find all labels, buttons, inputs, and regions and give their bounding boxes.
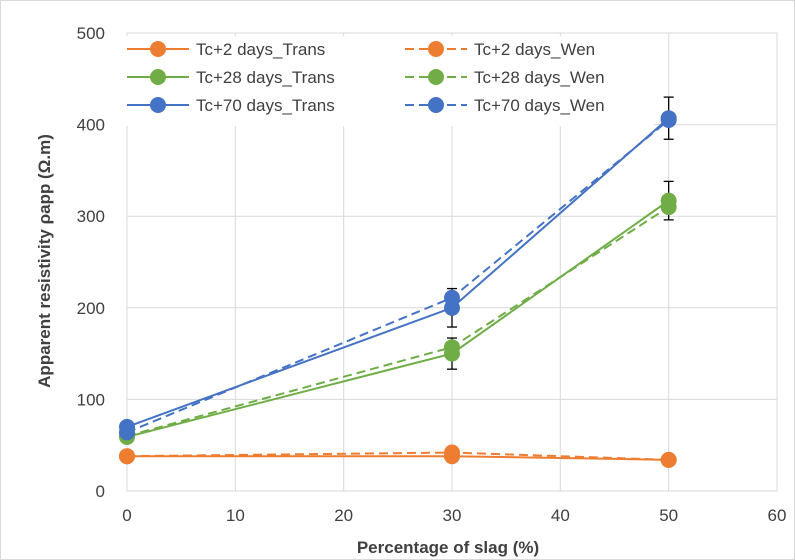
legend-marker bbox=[150, 41, 166, 57]
legend-label: Tc+2 days_Trans bbox=[196, 40, 325, 59]
data-point bbox=[660, 199, 677, 216]
legend-item: Tc+2 days_Trans bbox=[127, 40, 325, 59]
data-point bbox=[660, 112, 677, 129]
series-3 bbox=[119, 199, 677, 445]
y-tick-label: 500 bbox=[77, 24, 105, 43]
x-tick-label: 20 bbox=[334, 506, 353, 525]
legend: Tc+2 days_Trans Tc+2 days_Wen Tc+28 days_T… bbox=[114, 36, 654, 126]
x-tick-label: 30 bbox=[443, 506, 462, 525]
series-group bbox=[119, 96, 677, 468]
legend-label: Tc+2 days_Wen bbox=[474, 40, 595, 59]
x-tick-label: 0 bbox=[122, 506, 131, 525]
legend-label: Tc+70 days_Trans bbox=[196, 96, 335, 115]
tick-labels: 0 100 200 300 400 500 0 10 20 30 40 50 60 bbox=[77, 24, 787, 525]
data-point bbox=[119, 424, 135, 441]
legend-marker bbox=[150, 97, 166, 113]
legend-marker bbox=[428, 97, 444, 113]
y-tick-label: 300 bbox=[77, 207, 105, 226]
data-point bbox=[444, 444, 460, 461]
data-point bbox=[119, 448, 135, 465]
legend-item: Tc+70 days_Trans bbox=[127, 96, 335, 115]
legend-label: Tc+28 days_Wen bbox=[474, 68, 605, 87]
legend-marker bbox=[428, 41, 444, 57]
x-tick-label: 50 bbox=[659, 506, 678, 525]
legend-item: Tc+28 days_Trans bbox=[127, 68, 335, 87]
legend-marker bbox=[428, 69, 444, 85]
x-tick-label: 60 bbox=[768, 506, 787, 525]
legend-marker bbox=[150, 69, 166, 85]
data-point bbox=[444, 289, 460, 306]
series-1 bbox=[119, 444, 677, 468]
y-tick-label: 100 bbox=[77, 390, 105, 409]
legend-label: Tc+70 days_Wen bbox=[474, 96, 605, 115]
x-axis-title: Percentage of slag (%) bbox=[357, 538, 539, 557]
data-point bbox=[444, 339, 460, 356]
y-tick-label: 0 bbox=[96, 482, 105, 501]
x-tick-label: 40 bbox=[551, 506, 570, 525]
series-5 bbox=[119, 112, 677, 441]
legend-item: Tc+28 days_Wen bbox=[405, 68, 605, 87]
legend-background bbox=[114, 36, 654, 126]
legend-item: Tc+70 days_Wen bbox=[405, 96, 605, 115]
y-tick-label: 400 bbox=[77, 116, 105, 135]
legend-label: Tc+28 days_Trans bbox=[196, 68, 335, 87]
data-point bbox=[660, 451, 677, 468]
x-tick-label: 10 bbox=[226, 506, 245, 525]
y-tick-label: 200 bbox=[77, 299, 105, 318]
legend-item: Tc+2 days_Wen bbox=[405, 40, 595, 59]
y-axis-title: Apparent resistivity ρapp (Ω.m) bbox=[35, 134, 54, 388]
